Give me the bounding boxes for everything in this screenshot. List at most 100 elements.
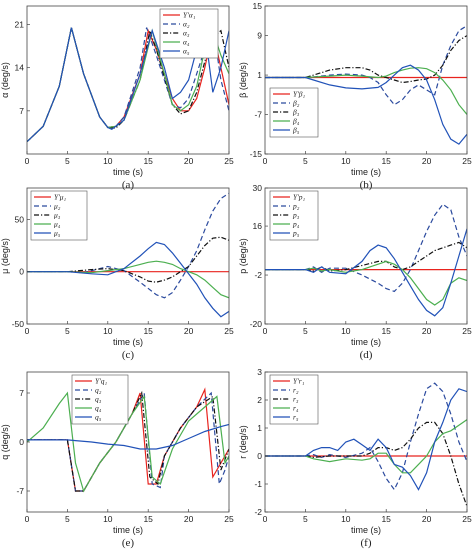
legend-entry: q₂ <box>95 386 102 395</box>
series-line <box>27 423 229 450</box>
y-tick-label: 0 <box>19 437 24 447</box>
plot-area-frame <box>26 187 230 325</box>
y-tick-label: 50 <box>15 214 25 224</box>
chart-panel: 0 5 10 15 20 25 -7 0 7 time (s) q (deg/s) (e) Y'q₁q₂… <box>0 371 234 549</box>
y-tick-label: -2 <box>254 507 262 517</box>
x-axis-label: time (s) <box>351 167 381 177</box>
legend-entry: μ₄ <box>54 220 61 229</box>
legend-box <box>30 190 88 241</box>
series-line <box>27 236 229 283</box>
x-tick-label: 20 <box>184 156 194 166</box>
x-tick-label: 25 <box>462 156 472 166</box>
series-line <box>27 192 229 299</box>
legend-box <box>159 8 219 59</box>
legend-entry: Y'r₁ <box>293 377 305 386</box>
x-tick-label: 10 <box>341 326 351 336</box>
x-tick-label: 15 <box>381 156 391 166</box>
x-axis-label: time (s) <box>113 337 143 347</box>
legend-entry: q₃ <box>95 395 102 404</box>
legend-box <box>71 374 129 425</box>
x-tick-label: 5 <box>303 326 308 336</box>
series-line <box>27 391 229 492</box>
series-line <box>27 390 229 492</box>
legend-entry: Y'p₁ <box>293 193 306 202</box>
x-tick-label: 0 <box>25 156 30 166</box>
x-tick-label: 25 <box>224 156 234 166</box>
x-tick-label: 20 <box>422 326 432 336</box>
chart-panel: 0 5 10 15 20 25 -20 -2 16 30 time (s) p (deg/s) (d) Y… <box>238 183 472 361</box>
x-axis-label: time (s) <box>351 337 381 347</box>
legend-entry: α₃ <box>183 29 190 38</box>
x-tick-label: 5 <box>65 156 70 166</box>
x-tick-label: 25 <box>224 326 234 336</box>
legend-entry: q₅ <box>95 413 102 422</box>
x-tick-label: 0 <box>25 326 30 336</box>
x-tick-label: 25 <box>224 514 234 524</box>
y-tick-label: 15 <box>253 1 263 11</box>
series-line <box>265 421 467 507</box>
y-axis-label: β (deg/s) <box>238 62 248 98</box>
y-tick-label: -1 <box>254 479 262 489</box>
panel-label: (b) <box>360 179 373 191</box>
legend-entry: Y'β₁ <box>293 90 306 99</box>
y-tick-label: 14 <box>15 63 25 73</box>
x-tick-label: 15 <box>143 514 153 524</box>
x-axis-label: time (s) <box>351 525 381 535</box>
legend-entry: p₄ <box>292 220 300 229</box>
legend-entry: Y'q₁ <box>95 377 108 386</box>
series-line <box>265 25 467 106</box>
plot-area-frame <box>264 187 468 325</box>
x-tick-label: 0 <box>263 156 268 166</box>
legend-entry: α₄ <box>183 38 190 47</box>
y-tick-label: 30 <box>253 183 263 193</box>
legend-entry: Y'μ₁ <box>54 193 67 202</box>
series-line <box>27 241 229 318</box>
y-tick-label: 0 <box>19 267 24 277</box>
y-tick-label: 1 <box>257 423 262 433</box>
x-tick-label: 15 <box>143 326 153 336</box>
series-line <box>27 391 229 493</box>
x-tick-label: 10 <box>341 514 351 524</box>
legend-entry: r₄ <box>293 404 299 413</box>
x-tick-label: 20 <box>422 156 432 166</box>
legend-entry: r₃ <box>293 395 299 404</box>
x-tick-label: 5 <box>65 514 70 524</box>
series-line <box>265 228 467 317</box>
x-tick-label: 0 <box>263 514 268 524</box>
series-line <box>265 203 467 293</box>
y-axis-label: α (deg/s) <box>0 62 10 98</box>
series-line <box>265 35 467 84</box>
x-tick-label: 5 <box>303 514 308 524</box>
y-tick-label: 0 <box>257 451 262 461</box>
y-tick-label: -15 <box>250 149 263 159</box>
series-line <box>265 260 467 306</box>
x-tick-label: 15 <box>381 514 391 524</box>
legend-entry: μ₂ <box>54 202 61 211</box>
y-tick-label: 3 <box>257 367 262 377</box>
series-line <box>27 260 229 299</box>
plot-area-frame <box>264 5 468 155</box>
x-tick-label: 25 <box>462 326 472 336</box>
plot-area-frame <box>26 5 230 155</box>
legend-entry: β₂ <box>292 99 300 108</box>
x-tick-label: 5 <box>65 326 70 336</box>
series-line <box>265 241 467 272</box>
x-tick-label: 15 <box>143 156 153 166</box>
panel-label: (d) <box>360 349 373 361</box>
legend-entry: Y'α₁ <box>183 11 196 20</box>
series-line <box>265 388 467 491</box>
legend-entry: p₅ <box>292 229 300 238</box>
y-tick-label: -2 <box>254 270 262 280</box>
series-line <box>265 64 467 145</box>
y-tick-label: 2 <box>257 395 262 405</box>
y-axis-label: q (deg/s) <box>0 424 10 460</box>
legend-entry: β₃ <box>292 108 300 117</box>
